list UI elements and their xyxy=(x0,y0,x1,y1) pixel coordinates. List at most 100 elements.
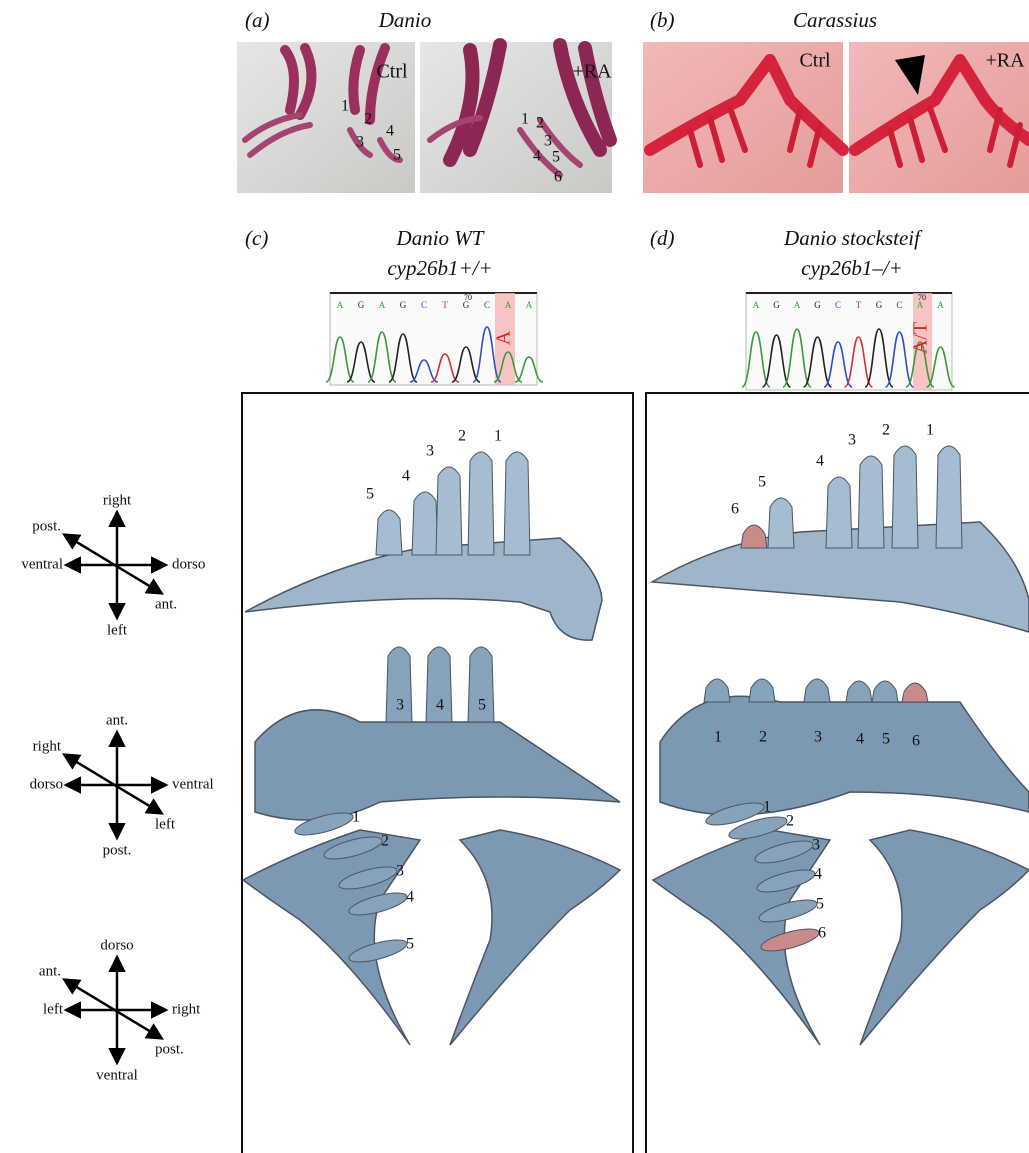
base-letter: C xyxy=(421,300,427,310)
jaw-renders xyxy=(243,522,1029,1045)
figure: (a)Danio(b)Carassius(c)Danio WTcyp26b1+/… xyxy=(0,0,1029,1153)
tooth-number: 3 xyxy=(544,133,552,150)
direction-label: ant. xyxy=(155,596,177,612)
tooth xyxy=(872,681,898,702)
jaw-c3-left xyxy=(243,830,420,1045)
tooth-number: 1 xyxy=(763,799,771,816)
tooth xyxy=(768,498,794,548)
panel-title: Danio WT xyxy=(396,226,485,250)
tooth xyxy=(749,679,775,702)
jaw-c3-right xyxy=(450,830,620,1045)
base-letter: A xyxy=(505,300,512,310)
position-number: 70 xyxy=(464,293,472,302)
tooth-number: 3 xyxy=(396,863,404,880)
tooth-number: 4 xyxy=(436,697,444,714)
direction-label: left xyxy=(107,622,128,638)
base-letter: G xyxy=(814,300,821,310)
tooth-number: 4 xyxy=(386,123,394,140)
jaw-c2 xyxy=(255,710,620,820)
tooth-number: 2 xyxy=(536,115,544,132)
direction-label: dorso xyxy=(100,937,133,953)
direction-label: right xyxy=(103,492,132,508)
tooth-number: 3 xyxy=(812,837,820,854)
direction-label: left xyxy=(43,1001,64,1017)
direction-label: dorso xyxy=(172,556,205,572)
tooth xyxy=(846,681,872,702)
tooth-number: 4 xyxy=(402,468,410,485)
tooth-number: 3 xyxy=(356,134,364,151)
tooth-number: 4 xyxy=(533,148,541,165)
tooth-number: 5 xyxy=(552,149,560,166)
jaw-d2 xyxy=(660,696,1029,815)
tooth-number: 2 xyxy=(786,813,794,830)
position-number: 70 xyxy=(918,293,926,302)
base-letter: A xyxy=(526,300,533,310)
direction-label: ventral xyxy=(172,776,214,792)
tooth-number: 5 xyxy=(758,474,766,491)
direction-label: post. xyxy=(103,842,132,858)
photo-tag: +RA xyxy=(572,61,612,83)
tooth xyxy=(826,477,852,548)
tooth-number: 5 xyxy=(366,486,374,503)
direction-label: ant. xyxy=(39,963,61,979)
panel-label: (a) xyxy=(245,8,270,32)
tooth-number: 3 xyxy=(396,697,404,714)
tooth-number: 2 xyxy=(381,833,389,850)
base-letter: A xyxy=(337,300,344,310)
photo-tag: Ctrl xyxy=(799,50,831,72)
panel-label: (c) xyxy=(245,226,268,250)
direction-label: ant. xyxy=(106,712,128,728)
base-letter: A xyxy=(753,300,760,310)
base-letter: T xyxy=(442,300,448,310)
tooth xyxy=(704,679,730,702)
tooth-number: 5 xyxy=(816,896,824,913)
tooth xyxy=(412,492,438,555)
tooth-number: 5 xyxy=(393,147,401,164)
tooth-number: 4 xyxy=(856,731,864,748)
panel-title: Danio xyxy=(378,8,432,32)
tooth-number: 6 xyxy=(554,169,562,186)
tooth-number: 1 xyxy=(926,422,934,439)
tooth-number: 5 xyxy=(478,697,486,714)
tooth-number: 2 xyxy=(458,428,466,445)
tooth-number: 6 xyxy=(818,925,826,942)
tooth-number: 1 xyxy=(714,729,722,746)
tooth-number: 5 xyxy=(882,731,890,748)
direction-label: right xyxy=(33,738,62,754)
tooth-number: 5 xyxy=(406,936,414,953)
base-letter: G xyxy=(358,300,365,310)
panel-title: Danio stocksteif xyxy=(783,226,923,250)
direction-label: dorso xyxy=(30,776,63,792)
panel-title: Carassius xyxy=(793,8,877,32)
tooth xyxy=(504,452,530,555)
orientation-compass: rightleftventraldorsopost.ant. xyxy=(21,492,205,638)
tooth-number: 2 xyxy=(759,729,767,746)
direction-label: post. xyxy=(32,518,61,534)
base-call: A/T xyxy=(910,322,932,354)
tooth-number: 6 xyxy=(731,501,739,518)
tooth-number: 4 xyxy=(406,889,414,906)
tooth-number: 3 xyxy=(426,443,434,460)
photo-tag: +RA xyxy=(985,50,1025,72)
base-letter: A xyxy=(937,300,944,310)
base-letter: G xyxy=(876,300,883,310)
genotype: cyp26b1–/+ xyxy=(801,256,903,280)
tooth xyxy=(804,679,830,702)
tooth-number: 3 xyxy=(814,729,822,746)
tooth-number: 1 xyxy=(341,98,349,115)
genotype: cyp26b1+/+ xyxy=(387,256,492,280)
jaw-d3-right xyxy=(860,830,1029,1045)
tooth xyxy=(468,452,494,555)
tooth xyxy=(936,446,962,548)
tooth-number: 1 xyxy=(494,428,502,445)
direction-label: left xyxy=(155,816,176,832)
photo-tag: Ctrl xyxy=(376,61,408,83)
tooth xyxy=(436,467,462,555)
direction-label: right xyxy=(172,1001,201,1017)
base-letter: T xyxy=(856,300,862,310)
tooth xyxy=(741,525,767,548)
tooth-number: 1 xyxy=(521,111,529,128)
base-letter: C xyxy=(835,300,841,310)
tooth-number: 6 xyxy=(912,733,920,750)
